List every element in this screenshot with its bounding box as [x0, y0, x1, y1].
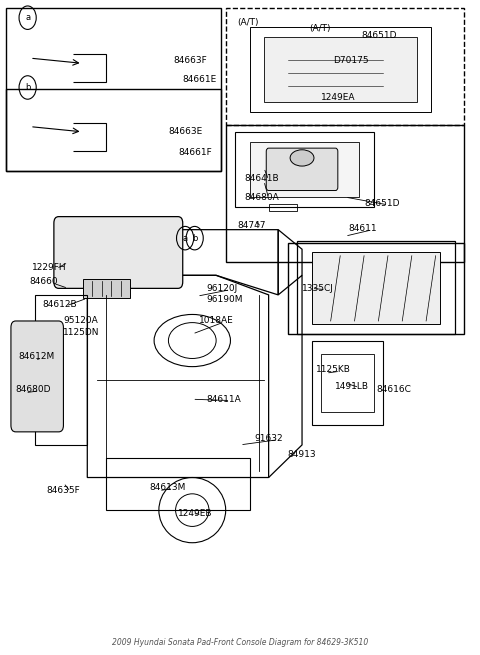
Text: D70175: D70175	[333, 56, 369, 65]
Text: a: a	[25, 13, 30, 22]
Text: 84612M: 84612M	[18, 352, 54, 362]
Text: 84660: 84660	[29, 277, 58, 286]
Text: 84747: 84747	[238, 221, 266, 231]
Text: 84663E: 84663E	[168, 127, 203, 136]
Text: 1125DN: 1125DN	[63, 328, 100, 337]
Text: 84661F: 84661F	[178, 148, 212, 157]
Text: 84913: 84913	[288, 450, 316, 459]
Text: 1229FH: 1229FH	[33, 263, 67, 272]
Text: 84651D: 84651D	[362, 31, 397, 40]
Text: 1335CJ: 1335CJ	[302, 284, 334, 293]
Polygon shape	[250, 141, 360, 197]
Polygon shape	[312, 252, 441, 324]
Text: 84661E: 84661E	[183, 75, 217, 84]
Text: 1491LB: 1491LB	[336, 382, 370, 390]
Text: (A/T): (A/T)	[309, 24, 331, 33]
Text: 1249EB: 1249EB	[178, 509, 213, 518]
Text: 1018AE: 1018AE	[199, 316, 234, 326]
Polygon shape	[59, 223, 178, 282]
Text: 1125KB: 1125KB	[316, 365, 351, 375]
Text: b: b	[25, 83, 30, 92]
Text: 96190M: 96190M	[206, 295, 243, 304]
Text: 95120A: 95120A	[63, 316, 98, 326]
Text: 96120J: 96120J	[206, 284, 238, 293]
Text: 84641B: 84641B	[245, 174, 279, 183]
Text: 84680A: 84680A	[245, 193, 279, 202]
Text: 91632: 91632	[254, 434, 283, 443]
Text: 84611A: 84611A	[206, 395, 241, 403]
FancyBboxPatch shape	[266, 148, 338, 191]
FancyBboxPatch shape	[54, 217, 183, 288]
Text: 1249EA: 1249EA	[321, 93, 356, 102]
Text: 84635F: 84635F	[47, 486, 81, 495]
Text: 84680D: 84680D	[16, 385, 51, 394]
Text: 84651D: 84651D	[364, 199, 399, 208]
Ellipse shape	[290, 150, 314, 166]
Text: 84616C: 84616C	[376, 385, 411, 394]
Text: a: a	[182, 234, 188, 242]
Text: 84612B: 84612B	[42, 300, 77, 309]
FancyBboxPatch shape	[11, 321, 63, 432]
Polygon shape	[264, 37, 417, 102]
Text: (A/T): (A/T)	[238, 18, 259, 27]
Text: b: b	[192, 234, 197, 242]
Polygon shape	[83, 278, 130, 298]
Text: 84613M: 84613M	[149, 483, 186, 492]
Text: 84611: 84611	[349, 224, 377, 233]
Text: 2009 Hyundai Sonata Pad-Front Console Diagram for 84629-3K510: 2009 Hyundai Sonata Pad-Front Console Di…	[112, 638, 368, 647]
Text: 84663F: 84663F	[173, 56, 207, 65]
